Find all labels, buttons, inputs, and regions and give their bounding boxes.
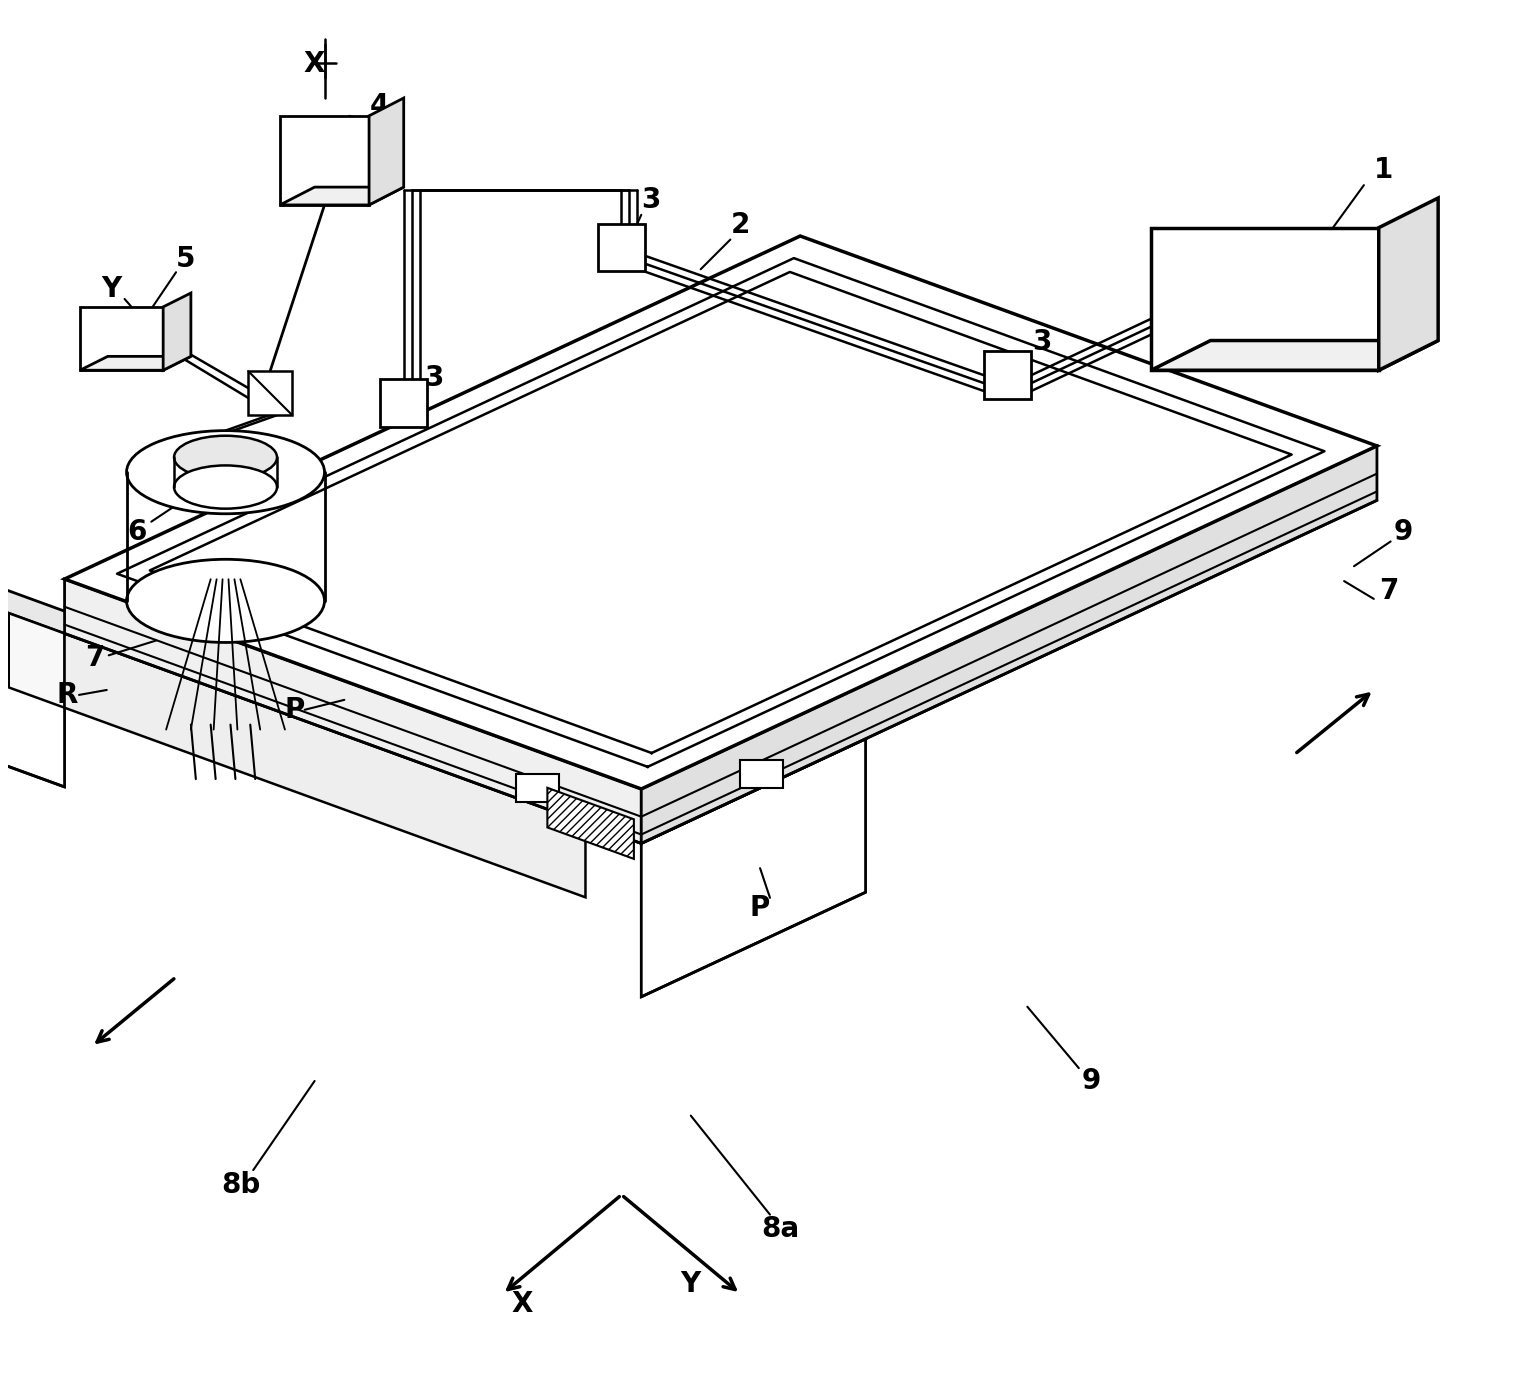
Text: 8a: 8a xyxy=(761,1216,799,1243)
Polygon shape xyxy=(1379,198,1439,370)
Text: X: X xyxy=(512,1290,534,1318)
Polygon shape xyxy=(614,728,865,844)
Text: 8b: 8b xyxy=(221,1171,259,1200)
Text: 3: 3 xyxy=(423,364,443,392)
Ellipse shape xyxy=(173,436,278,480)
Polygon shape xyxy=(380,379,428,427)
Text: Y: Y xyxy=(101,275,121,304)
Polygon shape xyxy=(64,633,586,897)
Polygon shape xyxy=(80,356,190,370)
Polygon shape xyxy=(739,760,784,787)
Polygon shape xyxy=(9,613,64,708)
Polygon shape xyxy=(0,548,64,787)
Polygon shape xyxy=(641,739,865,996)
Text: 7: 7 xyxy=(1379,577,1399,605)
Text: 1: 1 xyxy=(1374,157,1393,184)
Polygon shape xyxy=(548,787,634,859)
Ellipse shape xyxy=(126,559,325,643)
Polygon shape xyxy=(1150,341,1439,370)
Polygon shape xyxy=(64,578,641,844)
Polygon shape xyxy=(64,236,1378,789)
Polygon shape xyxy=(598,224,646,271)
Text: 5: 5 xyxy=(176,246,196,273)
Text: 3: 3 xyxy=(1032,327,1052,356)
Text: 3: 3 xyxy=(641,185,661,214)
Ellipse shape xyxy=(126,430,325,514)
Text: 9: 9 xyxy=(1394,518,1413,545)
Polygon shape xyxy=(0,536,92,633)
Polygon shape xyxy=(281,187,403,205)
Polygon shape xyxy=(1150,228,1379,370)
Polygon shape xyxy=(641,447,1378,844)
Polygon shape xyxy=(249,371,291,415)
Text: P: P xyxy=(285,695,305,724)
Text: X: X xyxy=(304,51,325,78)
Text: 7: 7 xyxy=(86,644,104,672)
Polygon shape xyxy=(80,306,163,370)
Text: 6: 6 xyxy=(127,518,146,545)
Polygon shape xyxy=(515,774,560,801)
Polygon shape xyxy=(163,293,190,370)
Polygon shape xyxy=(370,98,403,205)
Text: 4: 4 xyxy=(370,92,388,120)
Ellipse shape xyxy=(173,466,278,508)
Text: 2: 2 xyxy=(730,210,750,239)
Polygon shape xyxy=(281,115,370,205)
Text: P: P xyxy=(750,893,770,922)
Polygon shape xyxy=(983,352,1031,398)
Text: 9: 9 xyxy=(1081,1068,1101,1095)
Text: Y: Y xyxy=(681,1270,701,1298)
Text: R: R xyxy=(57,682,78,709)
